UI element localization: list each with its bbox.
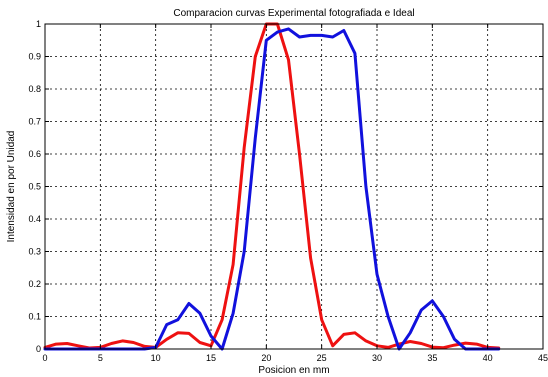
y-tick-label: 1 <box>36 19 41 29</box>
x-tick-label: 15 <box>206 353 216 363</box>
y-axis-label: Intensidad en por Unidad <box>6 131 17 243</box>
y-tick-label: 0.3 <box>28 247 41 257</box>
axes-frame <box>44 23 544 350</box>
y-tick-label: 0.5 <box>28 182 41 192</box>
tick-layer: 0 5 10 15 20 25 30 35 40 45 0 0.1 0.2 0.3 0.4 0.5 0.6 0.7… <box>28 19 548 363</box>
x-tick-label: 10 <box>151 353 161 363</box>
x-axis-label: Posicion en mm <box>258 365 329 376</box>
series-line-1 <box>43 22 501 350</box>
x-tick-label: 20 <box>261 353 271 363</box>
grid <box>45 24 543 349</box>
series-line-2 <box>43 27 501 351</box>
x-tick-label: 30 <box>372 353 382 363</box>
y-tick-label: 0.7 <box>28 117 41 127</box>
y-tick-label: 0 <box>36 344 41 354</box>
x-tick-label: 45 <box>538 353 548 363</box>
y-tick-label: 0.2 <box>28 279 41 289</box>
x-tick-label: 5 <box>98 353 103 363</box>
y-tick-label: 0.6 <box>28 149 41 159</box>
x-tick-label: 35 <box>427 353 437 363</box>
x-tick-label: 25 <box>317 353 327 363</box>
y-tick-label: 0.9 <box>28 52 41 62</box>
y-tick-label: 0.4 <box>28 214 41 224</box>
x-tick-label: 0 <box>42 353 47 363</box>
chart-title: Comparacion curvas Experimental fotograf… <box>173 8 414 19</box>
x-tick-label: 40 <box>483 353 493 363</box>
y-tick-label: 0.1 <box>28 312 41 322</box>
y-tick-label: 0.8 <box>28 84 41 94</box>
